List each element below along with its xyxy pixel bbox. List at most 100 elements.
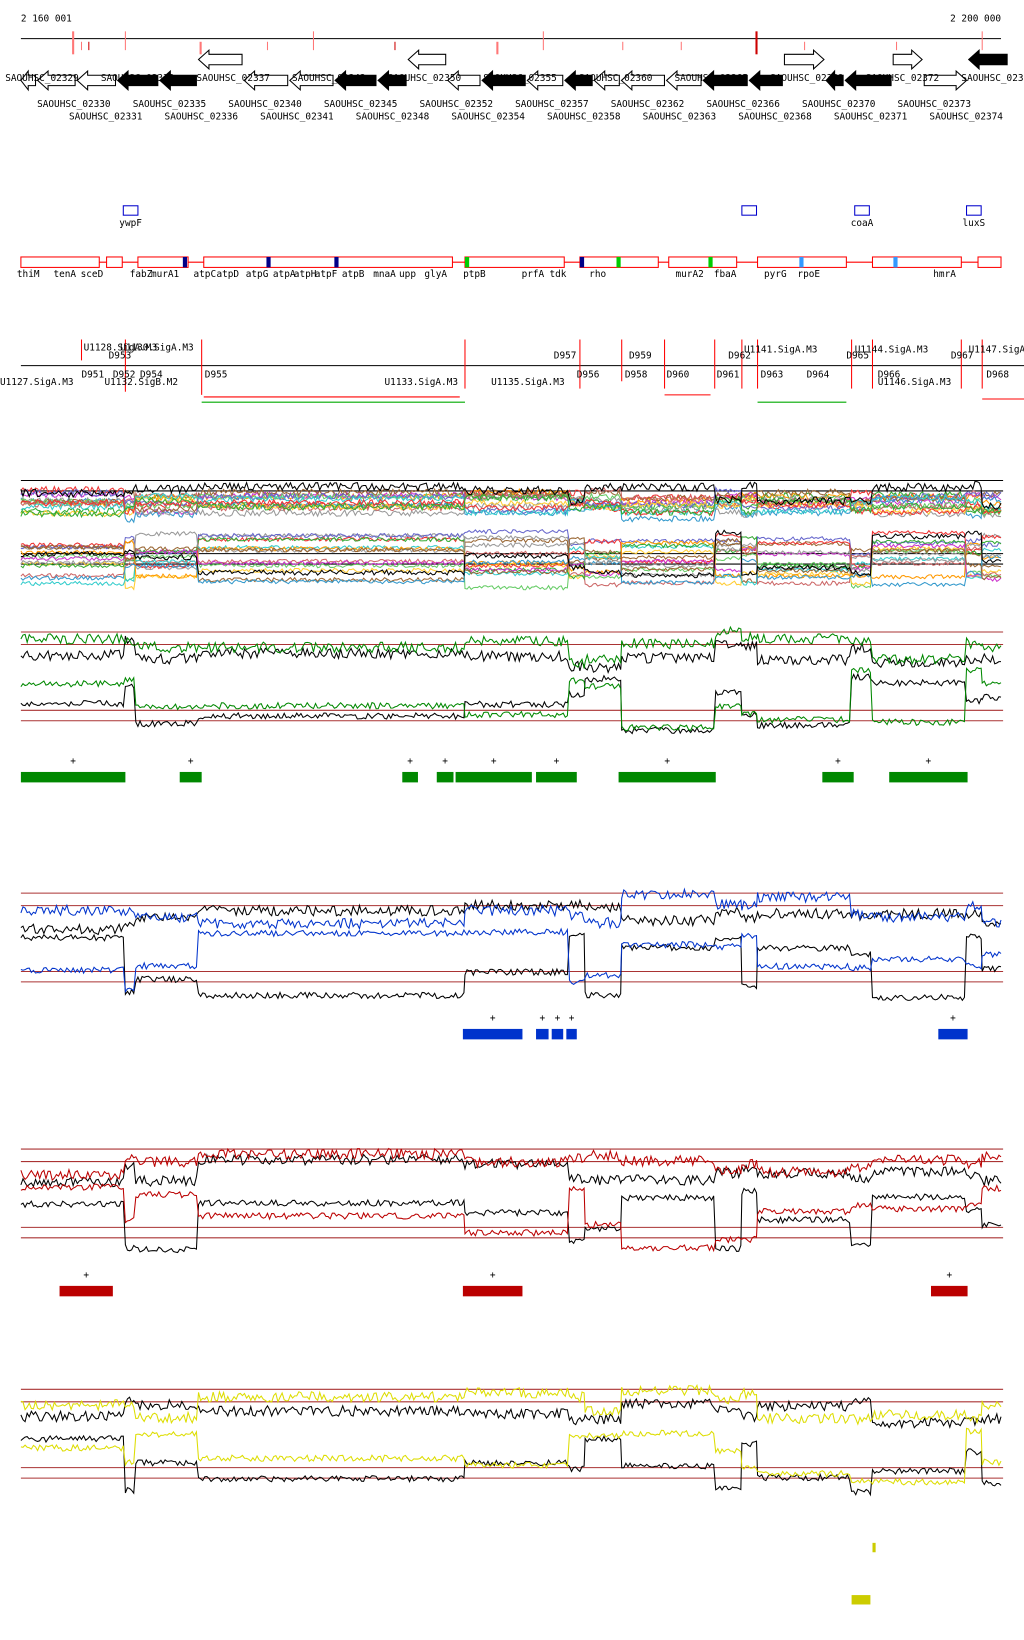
- expression-trace: [20, 625, 1002, 669]
- region-bar: [551, 1028, 564, 1040]
- locus-tag: SAOUHSC_02370: [802, 99, 876, 110]
- gene-mark: [616, 256, 621, 268]
- feature-label: D951: [82, 370, 105, 381]
- gene-name: atpH: [294, 269, 317, 280]
- end-coordinate: 2 200 000: [950, 13, 1001, 24]
- gene-name: ptpB: [463, 269, 486, 280]
- region-bar: [59, 1285, 113, 1297]
- gene-name: glyA: [424, 269, 447, 280]
- gene-arrow: [923, 69, 968, 92]
- feature-label: U1135.SigA.M3: [491, 377, 565, 388]
- expression-trace: [20, 1434, 1002, 1497]
- gene-arrow: [407, 48, 447, 71]
- gene-name: murA1: [151, 269, 180, 280]
- plus-sign: +: [946, 1270, 952, 1281]
- gene-name: rho: [589, 269, 606, 280]
- gene-arrow: [783, 48, 825, 71]
- expression-trace: [20, 529, 1002, 570]
- gene-arrow: [116, 69, 159, 92]
- feature-label: D956: [577, 370, 600, 381]
- gene-arrow: [892, 48, 923, 71]
- gene-mark: [334, 256, 339, 268]
- gene-name: rpoE: [797, 269, 820, 280]
- gene-arrow: [36, 69, 76, 92]
- feature-label: D954: [140, 370, 163, 381]
- region-bar: [455, 771, 532, 783]
- gene-name: tenA: [53, 269, 76, 280]
- plus-sign: +: [539, 1013, 545, 1024]
- expression-trace: [20, 495, 1002, 518]
- gene-mark: [708, 256, 713, 268]
- feature-label: D959: [629, 351, 652, 362]
- expression-trace: [20, 542, 1002, 583]
- plus-sign: +: [490, 1270, 496, 1281]
- gene-box: [977, 256, 1002, 268]
- region-bar: [179, 771, 202, 783]
- locus-tag: SAOUHSC_02333: [101, 73, 175, 84]
- gene-mark: [266, 256, 271, 268]
- locus-tag: SAOUHSC_02354: [451, 111, 525, 122]
- gene-box: [20, 256, 100, 268]
- gene-name: pyrG: [764, 269, 787, 280]
- gene-mark: [182, 256, 188, 268]
- feature-label: U1146.SigA.M3: [878, 377, 952, 388]
- expression-trace: [20, 1187, 1002, 1254]
- feature-label: D965: [846, 351, 869, 362]
- plus-sign: +: [442, 756, 448, 767]
- region-bar: [536, 1028, 549, 1040]
- gene-arrow: [825, 69, 844, 92]
- gene-box: [966, 205, 982, 216]
- region-bar: [462, 1285, 523, 1297]
- expression-trace: [20, 1183, 1002, 1253]
- region-bar: [566, 1028, 577, 1040]
- region-bar: [889, 771, 968, 783]
- region-bar: [931, 1285, 968, 1297]
- gene-arrow: [665, 69, 702, 92]
- region-bar: [618, 771, 716, 783]
- feature-label: U1132.SigB.M2: [104, 377, 178, 388]
- plus-sign: +: [188, 756, 194, 767]
- locus-tag: SAOUHSC_02375: [961, 73, 1024, 84]
- plus-sign: +: [555, 1013, 561, 1024]
- gene-name: ywpF: [119, 218, 142, 229]
- plus-sign: +: [835, 756, 841, 767]
- locus-tag: SAOUHSC_02373: [898, 99, 972, 110]
- expression-trace: [20, 554, 1002, 588]
- expression-trace: [20, 487, 1002, 514]
- expression-trace: [20, 493, 1002, 519]
- feature-label: U1133.SigA.M3: [385, 377, 459, 388]
- plus-sign: +: [491, 756, 497, 767]
- locus-tag: SAOUHSC_02343: [292, 73, 366, 84]
- feature-label: D962: [728, 351, 751, 362]
- locus-tag: SAOUHSC_02340: [228, 99, 302, 110]
- gene-name: hmrA: [933, 269, 956, 280]
- region-bar: [851, 1595, 871, 1605]
- region-bar: [436, 771, 454, 783]
- gene-name: murA2: [675, 269, 703, 280]
- locus-tag: SAOUHSC_02372: [866, 73, 940, 84]
- gene-arrow: [620, 69, 665, 92]
- locus-tag: SAOUHSC_02336: [165, 111, 239, 122]
- locus-tag: SAOUHSC_02374: [929, 111, 1003, 122]
- gene-arrow: [159, 69, 197, 92]
- gene-box: [203, 256, 453, 268]
- gene-arrow: [481, 69, 526, 92]
- locus-tag: SAOUHSC_02360: [579, 73, 653, 84]
- locus-tag: SAOUHSC_02358: [547, 111, 621, 122]
- feature-label: D966: [878, 370, 901, 381]
- gene-name: atpF: [315, 269, 338, 280]
- locus-tag: SAOUHSC_02329: [5, 73, 79, 84]
- expression-trace: [20, 492, 1002, 517]
- expression-trace: [20, 530, 1002, 574]
- gene-name: atpB: [342, 269, 365, 280]
- locus-tag: SAOUHSC_02371: [834, 111, 908, 122]
- gene-arrow: [564, 69, 593, 92]
- gene-arrow: [20, 69, 37, 92]
- gene-name: mnaA: [373, 269, 396, 280]
- locus-tag: SAOUHSC_02331: [69, 111, 143, 122]
- gene-name: luxS: [963, 218, 986, 229]
- gene-arrow: [76, 69, 117, 92]
- locus-tag: SAOUHSC_02348: [356, 111, 430, 122]
- expression-trace: [20, 932, 1002, 1002]
